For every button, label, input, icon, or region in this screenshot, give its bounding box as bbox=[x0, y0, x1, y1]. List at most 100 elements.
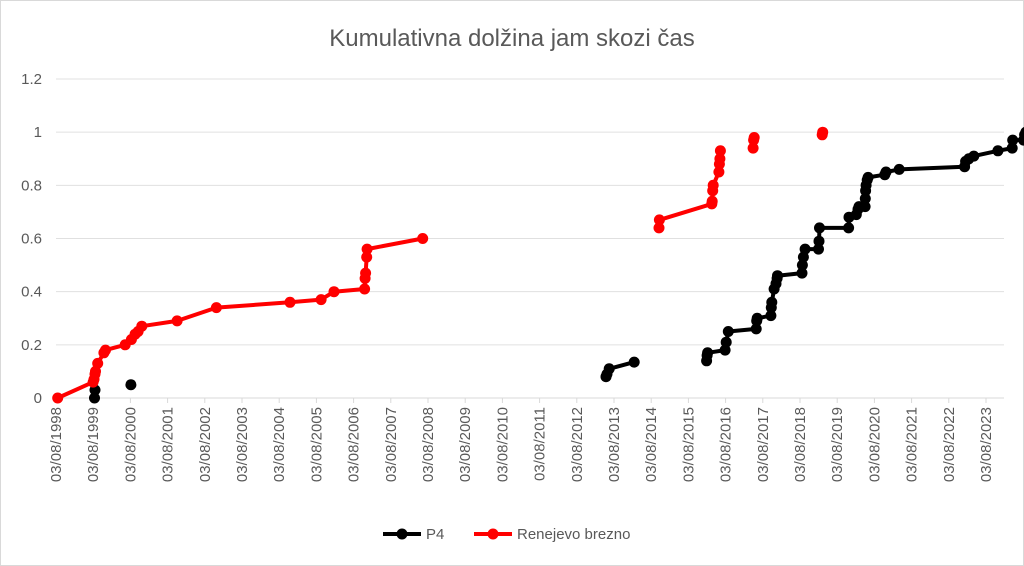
data-point bbox=[843, 222, 855, 234]
data-point bbox=[52, 392, 64, 404]
data-point bbox=[628, 356, 640, 368]
data-point bbox=[1020, 127, 1024, 138]
y-tick-label: 1.2 bbox=[21, 71, 42, 88]
y-tick-label: 0.4 bbox=[21, 284, 42, 301]
x-tick-label: 03/08/2017 bbox=[755, 407, 772, 482]
data-point bbox=[653, 214, 665, 226]
legend-label: Renejevo brezno bbox=[517, 526, 630, 543]
data-point bbox=[100, 344, 111, 356]
x-tick-label: 03/08/2013 bbox=[606, 407, 623, 482]
x-tick-label: 03/08/2001 bbox=[160, 407, 177, 482]
data-point bbox=[210, 302, 222, 314]
data-point bbox=[125, 379, 137, 391]
data-point bbox=[796, 267, 808, 279]
series-renejevo-brezno bbox=[52, 126, 829, 404]
data-point bbox=[880, 166, 892, 178]
legend-swatch-marker bbox=[487, 528, 499, 540]
x-tick-label: 03/08/2022 bbox=[941, 407, 958, 482]
data-point bbox=[702, 347, 714, 359]
x-tick-label: 03/08/2004 bbox=[271, 407, 288, 482]
x-tick-label: 03/08/2008 bbox=[420, 407, 437, 482]
data-point bbox=[859, 201, 871, 213]
x-tick-label: 03/08/2005 bbox=[308, 407, 325, 482]
data-point bbox=[814, 222, 825, 234]
data-point bbox=[968, 150, 980, 162]
data-point bbox=[893, 163, 905, 175]
data-point bbox=[284, 296, 296, 308]
x-tick-label: 03/08/2007 bbox=[383, 407, 400, 482]
y-axis-ticks: 0 0.2 0.4 0.6 0.8 1 1.2 bbox=[21, 71, 42, 407]
x-tick-label: 03/08/1998 bbox=[48, 407, 65, 482]
x-axis-ticks: 03/08/1998 03/08/1999 03/08/2000 03/08/2001… bbox=[48, 398, 995, 482]
data-point bbox=[171, 315, 183, 327]
data-point bbox=[136, 320, 148, 332]
data-point bbox=[1007, 134, 1019, 146]
x-tick-label: 03/08/2012 bbox=[569, 407, 586, 482]
y-tick-label: 0 bbox=[34, 390, 42, 407]
data-point bbox=[859, 193, 871, 205]
data-point bbox=[361, 251, 373, 263]
y-tick-label: 0.2 bbox=[21, 337, 42, 354]
x-tick-label: 03/08/2014 bbox=[643, 407, 660, 482]
y-tick-label: 0.8 bbox=[21, 177, 42, 194]
x-tick-label: 03/08/2023 bbox=[978, 407, 995, 482]
data-point bbox=[750, 323, 762, 335]
data-point bbox=[89, 392, 100, 404]
data-point bbox=[747, 142, 759, 154]
data-point bbox=[359, 283, 371, 295]
legend: P4 Renejevo brezno bbox=[383, 526, 630, 543]
data-point bbox=[766, 296, 778, 308]
data-point bbox=[765, 310, 777, 322]
x-tick-label: 03/08/2009 bbox=[457, 407, 474, 482]
data-point bbox=[796, 259, 808, 271]
data-point bbox=[722, 326, 734, 337]
x-tick-label: 03/08/2003 bbox=[234, 407, 251, 482]
data-point bbox=[751, 312, 763, 324]
x-tick-label: 03/08/1999 bbox=[85, 407, 102, 482]
data-point bbox=[813, 243, 824, 255]
series-p4 bbox=[89, 127, 1024, 404]
x-tick-label: 03/08/2010 bbox=[494, 407, 511, 482]
x-tick-label: 03/08/2019 bbox=[829, 407, 846, 482]
x-tick-label: 03/08/2015 bbox=[680, 407, 697, 482]
data-point bbox=[992, 145, 1004, 157]
data-point bbox=[706, 195, 718, 207]
x-tick-label: 03/08/2020 bbox=[866, 407, 883, 482]
data-point bbox=[328, 286, 340, 298]
data-point bbox=[603, 363, 615, 375]
x-tick-label: 03/08/2006 bbox=[346, 407, 363, 482]
data-point bbox=[417, 233, 429, 244]
data-point bbox=[360, 267, 372, 279]
data-point bbox=[748, 132, 760, 143]
data-point bbox=[772, 270, 783, 282]
data-point bbox=[1006, 142, 1018, 154]
data-point bbox=[714, 145, 726, 157]
data-point bbox=[720, 336, 732, 348]
legend-swatch-marker bbox=[396, 528, 408, 540]
x-tick-label: 03/08/2016 bbox=[718, 407, 735, 482]
x-tick-label: 03/08/2018 bbox=[792, 407, 809, 482]
y-tick-label: 1 bbox=[34, 124, 42, 141]
data-point bbox=[817, 126, 829, 138]
data-point bbox=[315, 294, 327, 306]
chart-title: Kumulativna dolžina jam skozi čas bbox=[329, 25, 695, 52]
y-tick-label: 0.6 bbox=[21, 231, 42, 248]
data-point bbox=[799, 243, 811, 255]
data-point bbox=[707, 179, 719, 191]
data-point bbox=[714, 153, 726, 165]
data-point bbox=[862, 171, 874, 183]
x-tick-label: 03/08/2011 bbox=[532, 407, 549, 481]
grid-lines bbox=[56, 78, 1004, 399]
series-group bbox=[52, 126, 1024, 404]
data-point bbox=[92, 357, 104, 369]
x-tick-label: 03/08/2002 bbox=[197, 407, 214, 482]
data-point bbox=[813, 235, 825, 247]
legend-label: P4 bbox=[426, 526, 444, 543]
data-point bbox=[653, 222, 665, 234]
data-point bbox=[713, 166, 725, 178]
x-tick-label: 03/08/2021 bbox=[904, 407, 921, 482]
data-point bbox=[361, 243, 373, 255]
x-tick-label: 03/08/2000 bbox=[122, 407, 139, 482]
